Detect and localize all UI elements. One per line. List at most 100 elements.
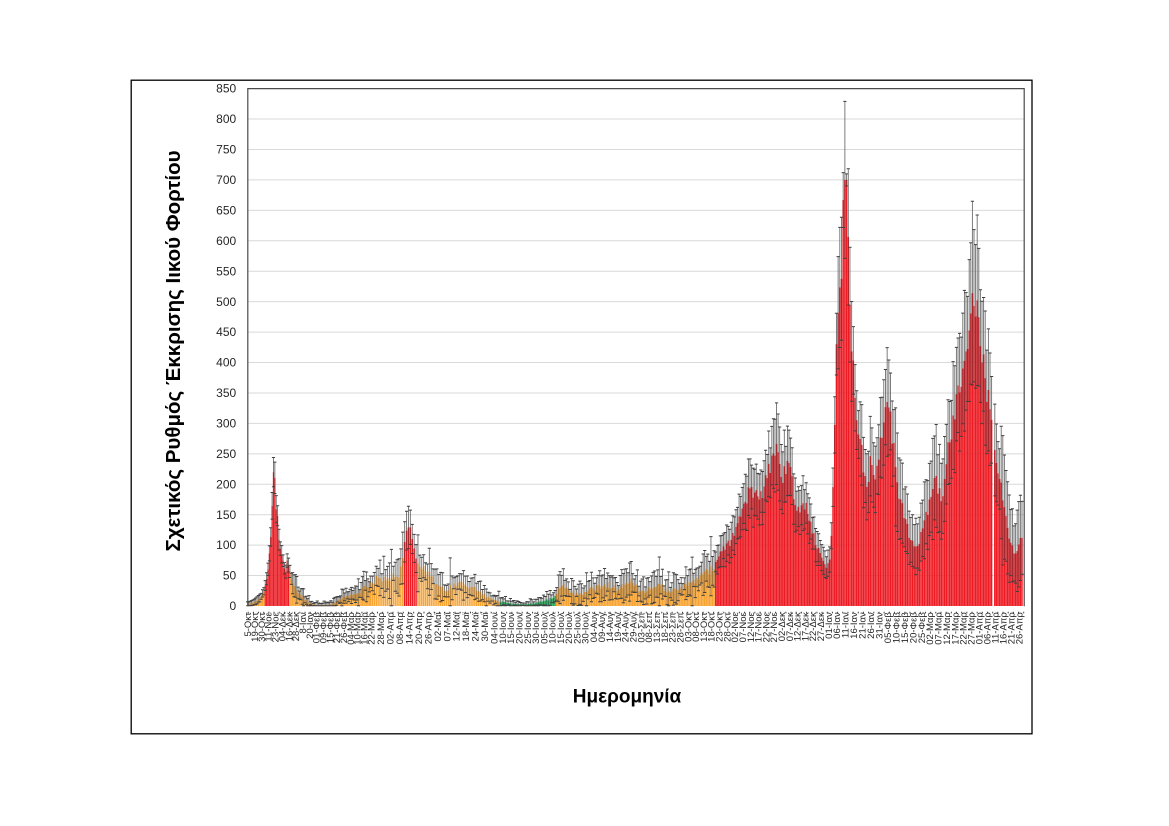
svg-text:03-Οκτ: 03-Οκτ: [683, 612, 694, 642]
svg-text:23-Νοε: 23-Νοε: [271, 611, 282, 642]
svg-text:30-Μαϊ: 30-Μαϊ: [480, 611, 491, 641]
svg-text:16-Μαρ: 16-Μαρ: [360, 612, 371, 645]
svg-text:14-Αυγ: 14-Αυγ: [605, 612, 616, 642]
svg-text:25-Ιουλ: 25-Ιουλ: [572, 612, 583, 644]
svg-text:04-Αυγ: 04-Αυγ: [589, 612, 600, 642]
svg-text:350: 350: [216, 386, 236, 400]
svg-text:550: 550: [216, 264, 236, 278]
svg-text:200: 200: [216, 477, 236, 491]
svg-text:20-Απρ: 20-Απρ: [414, 612, 425, 645]
svg-text:15-Φεβ: 15-Φεβ: [325, 612, 336, 644]
svg-text:27-Νοε: 27-Νοε: [769, 611, 780, 642]
svg-text:0: 0: [230, 599, 237, 613]
svg-text:750: 750: [216, 143, 236, 157]
svg-text:20-Ιουν: 20-Ιουν: [515, 612, 526, 644]
svg-text:16-Δεκ: 16-Δεκ: [284, 612, 295, 641]
svg-text:19-Αυγ: 19-Αυγ: [613, 612, 624, 642]
svg-text:100: 100: [216, 538, 236, 552]
svg-text:11-Απρ: 11-Απρ: [991, 612, 1002, 644]
svg-text:08-Οκτ: 08-Οκτ: [691, 612, 702, 642]
svg-text:23-Οκτ: 23-Οκτ: [715, 612, 726, 642]
svg-text:29-Αυγ: 29-Αυγ: [629, 612, 640, 642]
svg-text:02-Νοε: 02-Νοε: [730, 611, 741, 642]
svg-text:28-Μαρ: 28-Μαρ: [376, 612, 387, 645]
svg-text:07-Μαϊ: 07-Μαϊ: [442, 611, 453, 641]
svg-text:18-Σεπ: 18-Σεπ: [660, 612, 671, 643]
svg-text:23-Σεπ: 23-Σεπ: [668, 612, 679, 643]
svg-text:18-Μαϊ: 18-Μαϊ: [461, 611, 472, 641]
svg-text:07-Μαρ: 07-Μαρ: [934, 612, 945, 645]
svg-text:09-Φεβ: 09-Φεβ: [318, 612, 329, 644]
svg-text:19-Οκτ: 19-Οκτ: [250, 612, 261, 642]
svg-text:25-Φεβ: 25-Φεβ: [917, 612, 928, 644]
svg-text:400: 400: [216, 356, 236, 370]
svg-text:26-Απρ: 26-Απρ: [1015, 612, 1026, 645]
svg-text:14-Απρ: 14-Απρ: [404, 612, 415, 645]
svg-text:05-Ιουλ: 05-Ιουλ: [539, 612, 550, 644]
svg-text:02-Μαρ: 02-Μαρ: [925, 612, 936, 645]
svg-text:01-Απρ: 01-Απρ: [975, 612, 986, 645]
svg-text:05-Φεβ: 05-Φεβ: [883, 612, 894, 644]
svg-text:08-Απρ: 08-Απρ: [395, 612, 406, 645]
svg-text:21-Απρ: 21-Απρ: [1007, 612, 1018, 645]
svg-text:15-Ιουν: 15-Ιουν: [506, 612, 517, 644]
svg-text:01-Ιαν: 01-Ιαν: [824, 612, 835, 639]
svg-text:150: 150: [216, 508, 236, 522]
svg-text:22-Μαρ: 22-Μαρ: [959, 612, 970, 645]
svg-text:31-Ιαν: 31-Ιαν: [875, 612, 886, 639]
svg-text:04-Ιουν: 04-Ιουν: [490, 612, 501, 644]
svg-text:13-Οκτ: 13-Οκτ: [699, 612, 710, 642]
svg-text:07-Δεκ: 07-Δεκ: [785, 612, 796, 641]
svg-text:09-Αυγ: 09-Αυγ: [597, 612, 608, 642]
svg-text:28-Σεπ: 28-Σεπ: [675, 612, 686, 643]
svg-text:27-Μαρ: 27-Μαρ: [967, 612, 978, 645]
svg-text:02-Απρ: 02-Απρ: [385, 612, 396, 645]
svg-text:24-Αυγ: 24-Αυγ: [621, 612, 632, 642]
svg-text:24-Μαϊ: 24-Μαϊ: [471, 611, 482, 641]
svg-text:10-Μαρ: 10-Μαρ: [353, 612, 364, 645]
svg-text:300: 300: [216, 416, 236, 430]
svg-text:22-Μαρ: 22-Μαρ: [366, 612, 377, 645]
svg-text:18-Οκτ: 18-Οκτ: [707, 612, 718, 642]
svg-text:08-Σεπ: 08-Σεπ: [644, 612, 655, 643]
svg-text:850: 850: [216, 82, 236, 96]
svg-text:30-Ιουν: 30-Ιουν: [531, 612, 542, 644]
svg-text:26-Απρ: 26-Απρ: [423, 612, 434, 645]
svg-text:27-Δεκ: 27-Δεκ: [816, 612, 827, 641]
svg-text:11-Ιαν: 11-Ιαν: [841, 612, 852, 638]
svg-text:28-Δεκ: 28-Δεκ: [291, 612, 302, 641]
svg-text:Σχετικός Ρυθμός Έκκρισης Ιικού: Σχετικός Ρυθμός Έκκρισης Ιικού Φορτίου: [162, 150, 185, 551]
svg-text:650: 650: [216, 203, 236, 217]
svg-text:17-Μαρ: 17-Μαρ: [951, 612, 962, 645]
svg-text:06-Ιαν: 06-Ιαν: [832, 612, 843, 639]
svg-text:26-Φεβ: 26-Φεβ: [339, 612, 350, 644]
svg-text:22-Νοε: 22-Νοε: [761, 611, 772, 642]
svg-text:22-Δεκ: 22-Δεκ: [808, 612, 819, 641]
svg-text:5-Οκτ: 5-Οκτ: [243, 612, 254, 637]
svg-text:10-Φεβ: 10-Φεβ: [891, 612, 902, 644]
svg-text:16-Ιαν: 16-Ιαν: [849, 612, 860, 639]
svg-text:17-Δεκ: 17-Δεκ: [800, 612, 811, 641]
svg-text:04-Δεκ: 04-Δεκ: [277, 612, 288, 641]
svg-text:16-Απρ: 16-Απρ: [999, 612, 1010, 645]
svg-text:17-Νοε: 17-Νοε: [754, 611, 765, 642]
svg-text:01-Φεβ: 01-Φεβ: [312, 612, 323, 644]
svg-text:03-Σεπ: 03-Σεπ: [636, 612, 647, 643]
svg-text:700: 700: [216, 173, 236, 187]
svg-text:20-Φεβ: 20-Φεβ: [908, 612, 919, 644]
svg-text:25-Ιουν: 25-Ιουν: [523, 612, 534, 644]
svg-text:13-Σεπ: 13-Σεπ: [652, 612, 663, 643]
svg-text:12-Μαρ: 12-Μαρ: [942, 612, 953, 645]
svg-text:28-Οκτ: 28-Οκτ: [722, 612, 733, 642]
svg-text:21-Ιαν: 21-Ιαν: [858, 612, 869, 639]
svg-text:12-Μαϊ: 12-Μαϊ: [452, 611, 463, 641]
svg-text:20-Ιαν: 20-Ιαν: [305, 612, 316, 639]
svg-text:15-Φεβ: 15-Φεβ: [900, 612, 911, 644]
svg-text:06-Απρ: 06-Απρ: [983, 612, 994, 645]
svg-text:250: 250: [216, 447, 236, 461]
svg-text:450: 450: [216, 325, 236, 339]
svg-text:15-Ιουλ: 15-Ιουλ: [556, 612, 567, 644]
svg-text:50: 50: [223, 569, 237, 583]
svg-text:07-Νοε: 07-Νοε: [738, 611, 749, 642]
svg-text:10-Ιουν: 10-Ιουν: [498, 612, 509, 644]
